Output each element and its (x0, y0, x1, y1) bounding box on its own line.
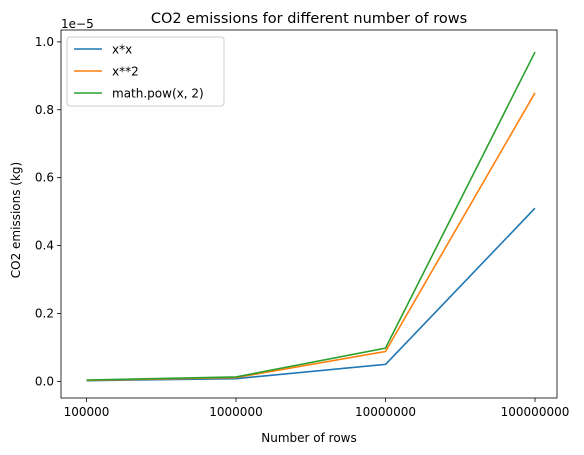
legend: x*x x**2 math.pow(x, 2) (66, 36, 225, 107)
x-tick-label: 1000000 (209, 405, 262, 419)
axes-frame (60, 29, 558, 399)
x-tick-label: 10000000 (355, 405, 416, 419)
y-tick-label: 0.0 (35, 374, 54, 388)
legend-box (66, 36, 225, 107)
series-line-1 (86, 207, 536, 382)
legend-label: math.pow(x, 2) (112, 87, 204, 101)
x-tick-label: 100000 (64, 405, 110, 419)
legend-label: x*x (112, 43, 132, 57)
y-tick-label: 1.0 (35, 35, 54, 49)
series-line-3 (86, 51, 536, 381)
y-offset-label: 1e−5 (61, 17, 94, 31)
series-line-2 (86, 92, 536, 382)
plot-area: 100000 1000000 10000000 100000000 0.0 0.2 0.4 0… (35, 29, 570, 419)
x-tick-label: 100000000 (501, 405, 570, 419)
y-tick-label: 0.6 (35, 171, 54, 185)
y-tick-label: 0.8 (35, 103, 54, 117)
legend-label: x**2 (112, 65, 139, 79)
y-tick-label: 0.2 (35, 306, 54, 320)
y-tick-label: 0.4 (35, 239, 54, 253)
x-axis-label: Number of rows (261, 431, 356, 445)
y-axis-label: CO2 emissions (kg) (9, 162, 23, 278)
chart-title: CO2 emissions for different number of ro… (151, 11, 467, 27)
